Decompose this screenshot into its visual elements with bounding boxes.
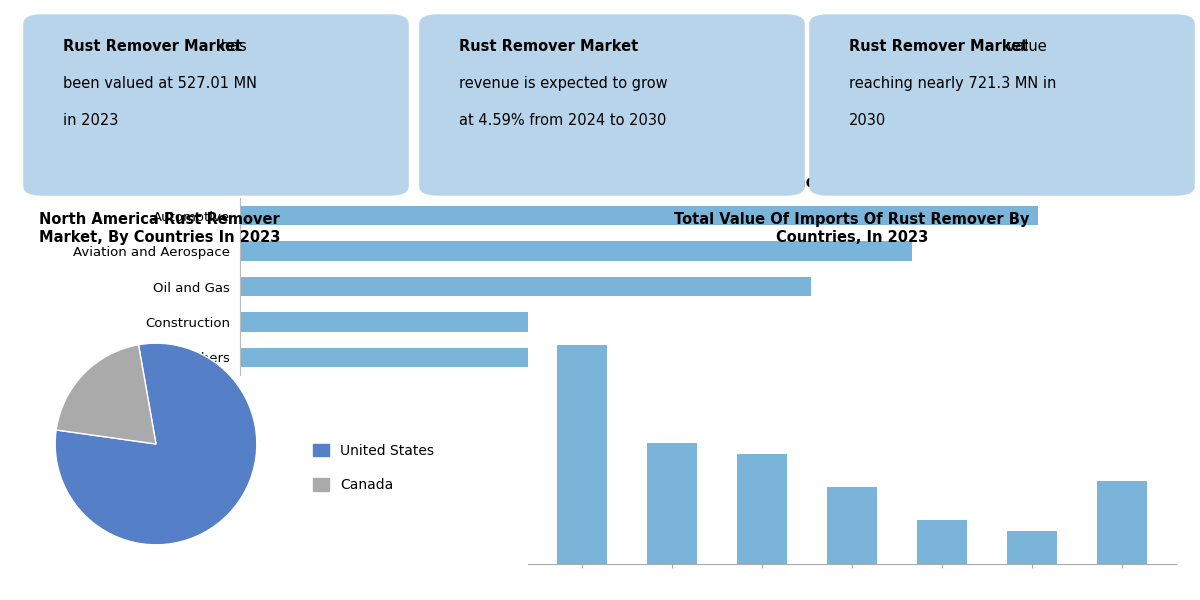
- Bar: [240, 277, 811, 296]
- Text: revenue is expected to grow: revenue is expected to grow: [458, 76, 667, 91]
- Wedge shape: [55, 343, 257, 545]
- Bar: [240, 241, 912, 261]
- Bar: [557, 345, 607, 564]
- Text: been valued at 527.01 MN: been valued at 527.01 MN: [62, 76, 257, 91]
- Legend: United States, Canada: United States, Canada: [307, 438, 440, 498]
- Bar: [240, 347, 677, 367]
- Bar: [1097, 481, 1147, 564]
- Bar: [917, 520, 967, 564]
- Text: Rust Remover Market: Rust Remover Market: [62, 39, 242, 54]
- Bar: [1007, 531, 1057, 564]
- Bar: [737, 454, 787, 564]
- Text: at 4.59% from 2024 to 2030: at 4.59% from 2024 to 2030: [458, 113, 666, 128]
- Text: North America Rust Remover
Market, By Countries In 2023: North America Rust Remover Market, By Co…: [38, 212, 281, 245]
- Text: in 2023: in 2023: [62, 113, 119, 128]
- Text: Rust Remover Market: Rust Remover Market: [848, 39, 1028, 54]
- Bar: [647, 443, 697, 564]
- Title: Rust Remover Market, By End Use Industry, 2023: Rust Remover Market, By End Use Industry…: [491, 175, 913, 190]
- FancyBboxPatch shape: [420, 15, 804, 195]
- Bar: [827, 487, 877, 564]
- Bar: [240, 206, 1038, 226]
- Text: has: has: [216, 39, 246, 54]
- Wedge shape: [56, 345, 156, 444]
- Text: 2030: 2030: [848, 113, 886, 128]
- Text: Total Value Of Imports Of Rust Remover By
Countries, In 2023: Total Value Of Imports Of Rust Remover B…: [674, 212, 1030, 245]
- FancyBboxPatch shape: [810, 15, 1194, 195]
- Bar: [240, 312, 727, 332]
- Text: reaching nearly 721.3 MN in: reaching nearly 721.3 MN in: [848, 76, 1056, 91]
- Text: Rust Remover Market: Rust Remover Market: [458, 39, 638, 54]
- Text: value: value: [1002, 39, 1046, 54]
- FancyBboxPatch shape: [24, 15, 408, 195]
